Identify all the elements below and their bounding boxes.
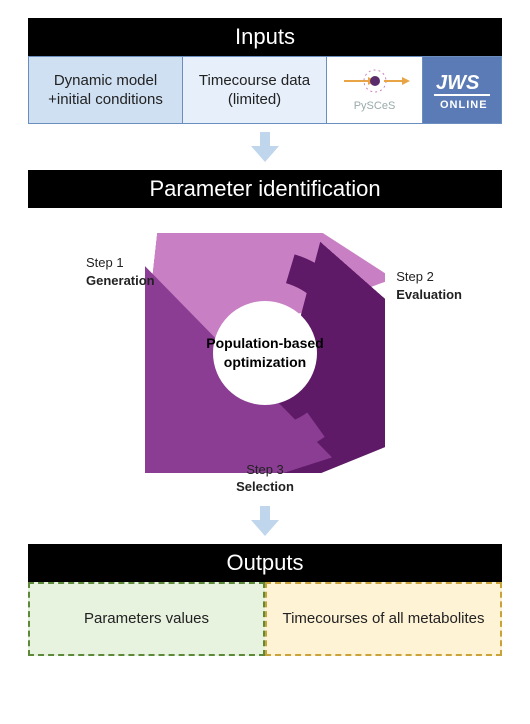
input-timecourse-data: Timecourse data (limited)	[183, 57, 327, 123]
jws-online-logo-icon: JWS ONLINE	[430, 67, 494, 113]
center-line1: Population-based	[206, 335, 323, 351]
output-parameters: Parameters values	[28, 582, 265, 656]
center-line2: optimization	[224, 354, 306, 370]
input-jws-online: JWS ONLINE	[423, 57, 501, 123]
step2-label: Step 2 Evaluation	[396, 268, 462, 303]
inputs-header: Inputs	[28, 18, 502, 56]
inputs-row: Dynamic model +initial conditions Timeco…	[28, 56, 502, 124]
pysces-label: PySCeS	[354, 99, 396, 113]
arrow-inputs-to-param	[28, 132, 502, 162]
optimization-cycle: Population-based optimization Step 1 Gen…	[28, 208, 502, 498]
output-timecourses: Timecourses of all metabolites	[265, 582, 502, 656]
svg-text:JWS: JWS	[436, 72, 480, 94]
step2-name: Evaluation	[396, 286, 462, 304]
input-pysces: PySCeS	[327, 57, 423, 123]
svg-text:ONLINE: ONLINE	[440, 99, 488, 111]
step2-num: Step 2	[396, 268, 462, 286]
step3-label: Step 3 Selection	[236, 461, 294, 496]
cycle-center-label: Population-based optimization	[206, 334, 323, 372]
outputs-row: Parameters values Timecourses of all met…	[28, 582, 502, 656]
arrow-param-to-outputs	[28, 506, 502, 536]
step3-num: Step 3	[236, 461, 294, 479]
step3-name: Selection	[236, 478, 294, 496]
param-id-header: Parameter identification	[28, 170, 502, 208]
pysces-icon	[340, 67, 410, 95]
step1-label: Step 1 Generation	[86, 254, 155, 289]
input-dynamic-model: Dynamic model +initial conditions	[29, 57, 183, 123]
step1-num: Step 1	[86, 254, 155, 272]
outputs-header: Outputs	[28, 544, 502, 582]
step1-name: Generation	[86, 272, 155, 290]
